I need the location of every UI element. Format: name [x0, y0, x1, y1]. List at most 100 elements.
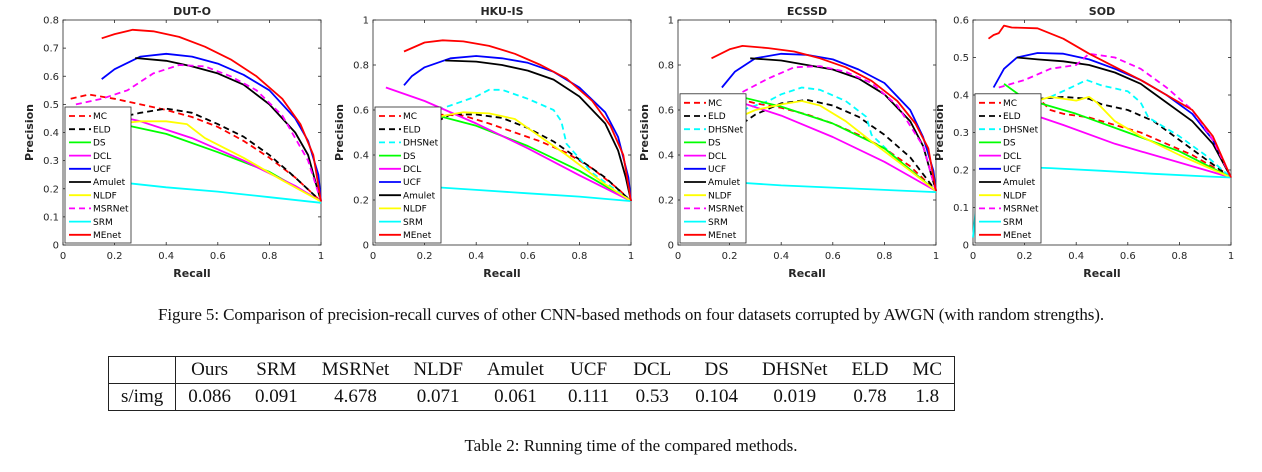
y-tick-label: 1	[668, 16, 674, 27]
curve-msrnet	[742, 65, 937, 192]
curve-nldf	[114, 120, 322, 203]
curve-dhsnet	[742, 86, 937, 192]
curve-nldf	[729, 100, 937, 192]
curve-menet	[711, 45, 937, 192]
legend-label-nldf: NLDF	[403, 205, 427, 215]
legend-label-dcl: DCL	[93, 152, 111, 162]
chart-sod: SOD 0 0.2 0.4 0.6 0.8 1 0 0.1 0.2 0.3 0.4 0.5 0.6 Reca…	[928, 0, 1234, 285]
legend-label-menet: MEnet	[708, 231, 737, 241]
y-axis-label: Precision	[933, 104, 946, 161]
y-tick-label: 0.8	[43, 16, 59, 27]
legend-label-msrnet: MSRNet	[93, 205, 129, 215]
y-axis-label: Precision	[333, 104, 346, 161]
legend-label-eld: ELD	[403, 125, 421, 135]
chart-title: DUT-O	[173, 5, 211, 18]
y-tick-label: 0.8	[658, 61, 674, 72]
y-tick-label: 1	[363, 16, 369, 27]
series-group	[972, 24, 1232, 238]
legend-label-nldf: NLDF	[93, 191, 117, 201]
chart-title: ECSSD	[787, 5, 827, 18]
legend-label-srm: SRM	[93, 218, 113, 228]
curve-menet	[987, 24, 1232, 178]
y-tick-label: 0.3	[953, 128, 969, 139]
table-header-cell: MSRNet	[309, 356, 402, 384]
y-tick-label: 0.4	[353, 151, 369, 162]
table-caption: Table 2: Running time of the compared me…	[464, 436, 798, 455]
curve-menet	[101, 28, 322, 202]
chart-hku-is: HKU-IS 0 0.2 0.4 0.6 0.8 1 0 0.2 0.4 0.6 0.8 1 Recall…	[328, 0, 634, 285]
series-group	[711, 45, 937, 193]
curve-amulet	[445, 59, 632, 202]
curve-ucf	[403, 55, 632, 202]
y-tick-label: 0.2	[353, 196, 369, 207]
legend-label-ucf: UCF	[1003, 165, 1021, 175]
y-axis-label: Precision	[23, 104, 36, 161]
x-tick-label: 1	[318, 251, 324, 262]
x-tick-label: 0	[970, 251, 976, 262]
chart-title: SOD	[1089, 5, 1115, 18]
curve-dcl	[729, 97, 937, 192]
legend-label-dcl: DCL	[403, 165, 421, 175]
legend-label-ds: DS	[93, 139, 106, 149]
x-tick-label: 1	[628, 251, 634, 262]
table-header-cell: Ours	[175, 356, 243, 384]
curve-nldf	[1037, 96, 1232, 179]
table-cell: 0.071	[416, 386, 460, 407]
x-tick-label: 1	[933, 251, 939, 262]
legend-label-eld: ELD	[708, 112, 726, 122]
figure-5: DUT-O 0 0.2 0.4 0.6 0.8 1 0 0.1 0.2 0.3 0.4 0.5 0.6 0.…	[18, 0, 1234, 285]
table-cell: 0.091	[254, 386, 298, 407]
table-cell: 1.8	[915, 386, 940, 407]
table-header-cell: UCF	[555, 356, 622, 384]
x-tick-label: 0.2	[107, 251, 123, 262]
table-cell: s/img	[108, 383, 177, 411]
legend-label-amulet: Amulet	[93, 178, 126, 188]
legend-label-nldf: NLDF	[708, 191, 732, 201]
y-tick-label: 0.5	[953, 53, 969, 64]
x-tick-label: 0.4	[158, 251, 174, 262]
y-tick-label: 0.1	[953, 203, 969, 214]
running-time-table: Ours SRM MSRNet NLDF Amulet UCF DCL DS D…	[108, 356, 955, 411]
table-cell: 0.086	[188, 386, 231, 407]
series-group	[374, 39, 632, 223]
x-tick-label: 0.8	[571, 251, 587, 262]
legend: MC ELD DHSNet DS DCL UCF Amulet NLDF MSRNet SRM ME…	[679, 93, 747, 244]
table-header-cell: SRM	[242, 356, 310, 384]
table-header-cell	[108, 356, 177, 384]
legend-label-msrnet: MSRNet	[708, 205, 744, 215]
legend-label-dhsnet: DHSNet	[708, 125, 744, 135]
legend-label-srm: SRM	[1003, 218, 1023, 228]
chart-title: HKU-IS	[480, 5, 523, 18]
legend-label-dcl: DCL	[708, 152, 726, 162]
curve-srm	[729, 181, 937, 193]
legend-box	[64, 106, 132, 244]
y-tick-label: 0	[963, 241, 969, 252]
y-tick-label: 0.6	[953, 16, 969, 27]
y-tick-label: 0.2	[953, 166, 969, 177]
chart-svg: DUT-O 0 0.2 0.4 0.6 0.8 1 0 0.1 0.2 0.3 0.4 0.5 0.6 0.…	[23, 5, 324, 280]
table-row: s/img 0.086 0.091 4.678 0.071 0.061 0.11…	[108, 383, 955, 411]
legend-label-srm: SRM	[708, 218, 728, 228]
curve-dhsnet	[437, 88, 632, 202]
table-cell: 0.061	[494, 386, 537, 407]
table-header-cell: MC	[900, 356, 955, 384]
curve-eld	[127, 107, 322, 203]
legend-label-ucf: UCF	[93, 165, 111, 175]
table-cell: 0.53	[635, 386, 669, 407]
curve-amulet	[1016, 56, 1232, 178]
legend-label-ucf: UCF	[708, 165, 726, 175]
y-tick-label: 0.6	[43, 72, 59, 83]
table-cell: 0.111	[567, 386, 610, 407]
y-tick-label: 0.4	[658, 151, 674, 162]
chart-dut-o: DUT-O 0 0.2 0.4 0.6 0.8 1 0 0.1 0.2 0.3 0.4 0.5 0.6 0.…	[18, 0, 324, 285]
curve-eld	[1037, 96, 1232, 179]
table-header-cell: NLDF	[401, 356, 475, 384]
curve-nldf	[437, 111, 632, 202]
curve-msrnet	[75, 64, 322, 202]
x-tick-label: 0	[370, 251, 376, 262]
table-cell: 4.678	[334, 386, 377, 407]
legend-label-mc: MC	[93, 112, 107, 122]
curve-dhsnet	[1050, 79, 1232, 179]
curve-dcl	[101, 111, 322, 203]
y-tick-label: 0.6	[353, 106, 369, 117]
